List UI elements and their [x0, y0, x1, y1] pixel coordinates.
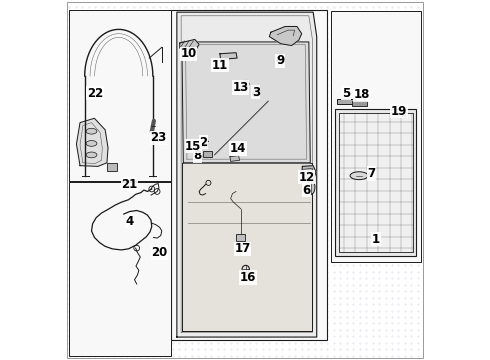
- Text: 14: 14: [230, 142, 246, 155]
- FancyBboxPatch shape: [236, 234, 245, 241]
- FancyBboxPatch shape: [339, 113, 413, 252]
- Text: 6: 6: [302, 184, 311, 197]
- Text: 15: 15: [185, 140, 201, 153]
- Polygon shape: [182, 42, 310, 163]
- Text: 12: 12: [298, 171, 315, 184]
- FancyBboxPatch shape: [69, 182, 171, 356]
- Text: 16: 16: [240, 271, 256, 284]
- Ellipse shape: [307, 180, 315, 194]
- Text: 21: 21: [122, 178, 138, 191]
- Polygon shape: [182, 163, 313, 330]
- Text: 23: 23: [150, 131, 166, 144]
- Polygon shape: [177, 12, 317, 337]
- Polygon shape: [220, 53, 237, 59]
- Polygon shape: [302, 166, 316, 181]
- Polygon shape: [230, 156, 240, 161]
- Text: 10: 10: [180, 47, 196, 60]
- Text: 5: 5: [342, 87, 350, 100]
- Polygon shape: [180, 40, 199, 50]
- FancyBboxPatch shape: [107, 163, 117, 171]
- Polygon shape: [241, 80, 249, 87]
- Ellipse shape: [86, 140, 97, 146]
- Text: 9: 9: [276, 54, 284, 67]
- FancyBboxPatch shape: [172, 10, 327, 339]
- Ellipse shape: [86, 152, 97, 158]
- Text: 17: 17: [234, 242, 250, 255]
- Polygon shape: [76, 118, 108, 166]
- Text: 7: 7: [367, 167, 375, 180]
- FancyBboxPatch shape: [331, 11, 421, 262]
- Text: 22: 22: [87, 87, 103, 100]
- Text: 13: 13: [233, 81, 249, 94]
- Ellipse shape: [86, 129, 97, 134]
- FancyBboxPatch shape: [337, 99, 355, 104]
- FancyBboxPatch shape: [203, 151, 212, 157]
- Text: 4: 4: [125, 215, 134, 228]
- FancyBboxPatch shape: [352, 102, 367, 106]
- FancyBboxPatch shape: [335, 109, 416, 256]
- Text: 18: 18: [354, 88, 370, 101]
- Text: 3: 3: [252, 86, 260, 99]
- Text: 8: 8: [194, 149, 202, 162]
- Ellipse shape: [350, 172, 368, 180]
- Polygon shape: [270, 27, 302, 45]
- FancyBboxPatch shape: [69, 10, 171, 181]
- Text: 1: 1: [372, 233, 380, 246]
- Polygon shape: [196, 143, 207, 148]
- Text: 11: 11: [212, 59, 228, 72]
- Text: 19: 19: [391, 105, 407, 118]
- Text: 20: 20: [151, 246, 168, 259]
- Text: 2: 2: [199, 136, 207, 149]
